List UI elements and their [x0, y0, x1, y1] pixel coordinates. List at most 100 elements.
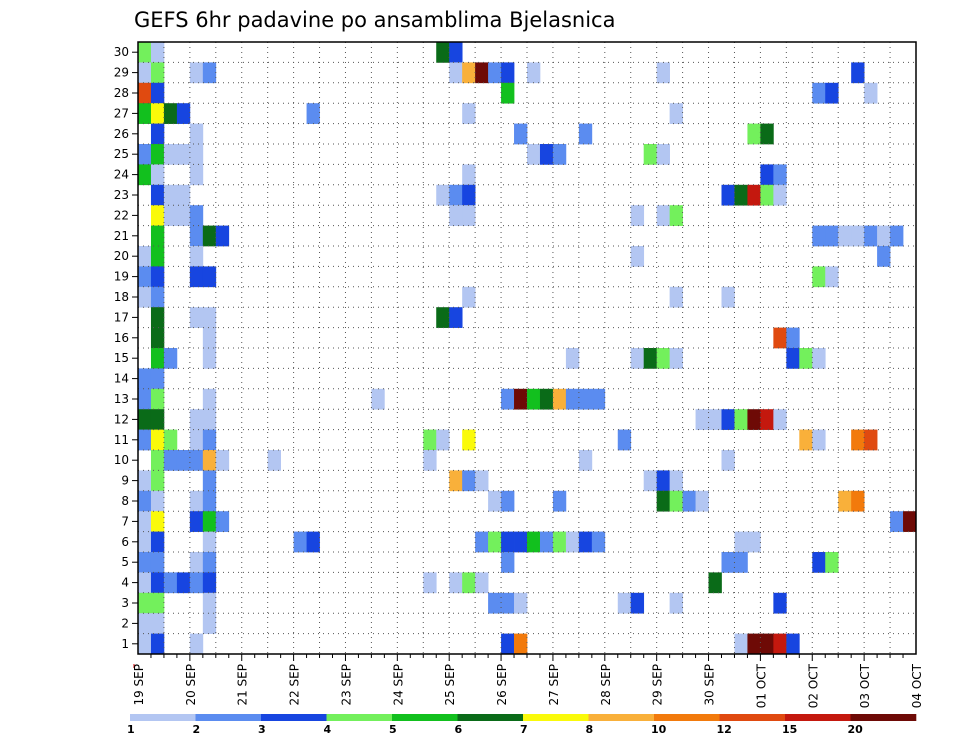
heatmap-cell	[436, 184, 450, 206]
heatmap-cell	[565, 348, 580, 369]
heatmap-cell	[150, 633, 165, 655]
heatmap-cell	[202, 450, 217, 471]
heatmap-cell	[877, 246, 891, 267]
heatmap-cell	[138, 592, 152, 614]
heatmap-cell	[903, 511, 917, 532]
heatmap-cell	[760, 633, 774, 655]
heatmap-cell	[202, 531, 217, 553]
heatmap-cell	[734, 409, 748, 430]
y-tick-label: 6	[121, 535, 129, 549]
heatmap-cell	[514, 123, 528, 145]
y-tick-label: 2	[121, 616, 129, 630]
chart-title: GEFS 6hr padavine po ansamblima Bjelasni…	[134, 8, 615, 32]
heatmap-cell	[669, 470, 683, 492]
heatmap-cell	[643, 348, 658, 369]
heatmap-cell	[138, 266, 152, 288]
heatmap-cell	[138, 511, 152, 532]
heatmap-cell	[864, 429, 878, 451]
heatmap-cell	[138, 164, 152, 186]
y-tick-label: 7	[121, 514, 129, 528]
heatmap-cell	[760, 123, 774, 145]
heatmap-cell	[695, 490, 709, 512]
heatmap-cell	[656, 490, 670, 512]
heatmap-cell	[488, 62, 502, 84]
heatmap-cell	[578, 123, 593, 145]
heatmap-cell	[475, 470, 489, 492]
heatmap-cell	[539, 144, 554, 165]
heatmap-cell	[734, 633, 748, 655]
heatmap-cell	[656, 62, 670, 84]
y-tick-label: 18	[114, 290, 129, 304]
heatmap-cell	[747, 531, 761, 553]
heatmap-cell	[150, 82, 165, 104]
heatmap-cell	[514, 633, 528, 655]
heatmap-cell	[176, 144, 191, 165]
colorbar-legend: 1 2 3 4 5 6 7 8 10 12 15 20	[127, 714, 917, 736]
heatmap-cell	[267, 450, 281, 471]
heatmap-cell	[150, 388, 165, 410]
heatmap-cell	[501, 592, 515, 614]
heatmap-cell	[202, 388, 217, 410]
heatmap-cell	[488, 592, 502, 614]
heatmap-cell	[163, 348, 178, 369]
heatmap-cell	[786, 327, 800, 349]
colorbar-label: 1	[127, 723, 135, 736]
heatmap-cell	[163, 205, 178, 226]
heatmap-cell	[150, 552, 165, 573]
x-tick-label: 29 SEP	[651, 664, 665, 706]
heatmap-cell	[514, 531, 528, 553]
heatmap-cell	[189, 511, 204, 532]
heatmap-cell	[202, 470, 217, 492]
heatmap-cell	[150, 266, 165, 288]
heatmap-cell	[449, 42, 463, 63]
heatmap-cell	[449, 62, 463, 84]
heatmap-cell	[150, 531, 165, 553]
heatmap-cell	[189, 225, 204, 247]
y-tick-label: 11	[114, 433, 129, 447]
heatmap-cell	[189, 409, 204, 430]
heatmap-cell	[189, 164, 204, 186]
y-tick-label: 16	[114, 331, 129, 345]
heatmap-cell	[682, 490, 696, 512]
heatmap-cell	[462, 184, 476, 206]
heatmap-cell	[215, 511, 230, 532]
y-tick-label: 10	[114, 453, 129, 467]
y-tick-label: 14	[114, 372, 129, 386]
heatmap-cell	[501, 633, 515, 655]
heatmap-cell	[773, 184, 787, 206]
heatmap-cell	[812, 429, 826, 451]
heatmap-cell	[202, 225, 217, 247]
heatmap-cell	[293, 531, 307, 553]
heatmap-cell	[578, 531, 593, 553]
heatmap-cell	[138, 633, 152, 655]
heatmap-cell	[799, 429, 813, 451]
heatmap-cell	[150, 429, 165, 451]
heatmap-cell	[656, 144, 670, 165]
y-tick-label: 26	[114, 127, 129, 141]
heatmap-cell	[150, 511, 165, 532]
heatmap-cell	[150, 164, 165, 186]
colorbar-label: 6	[455, 723, 463, 736]
heatmap-cell	[150, 368, 165, 390]
heatmap-cell	[734, 184, 748, 206]
heatmap-cell	[423, 450, 437, 471]
heatmap-cell	[747, 123, 761, 145]
heatmap-cell	[138, 613, 152, 634]
heatmap-cell	[527, 531, 541, 553]
heatmap-cell	[176, 572, 191, 594]
colorbar-label: 2	[193, 723, 201, 736]
heatmap-cell	[488, 490, 502, 512]
heatmap-cell	[202, 552, 217, 573]
heatmap-cell	[202, 327, 217, 349]
heatmap-cell	[138, 388, 152, 410]
heatmap-cell	[539, 531, 554, 553]
heatmap-cell	[812, 348, 826, 369]
y-axis: 1234567891011121314151617181920212223242…	[114, 45, 138, 651]
colorbar-label: 7	[520, 723, 528, 736]
heatmap-cell	[838, 490, 852, 512]
heatmap-cell	[773, 327, 787, 349]
x-tick-label: 04 OCT	[910, 663, 924, 708]
heatmap-cell	[202, 429, 217, 451]
heatmap-cell	[630, 592, 645, 614]
x-tick-label: 28 SEP	[599, 664, 613, 706]
